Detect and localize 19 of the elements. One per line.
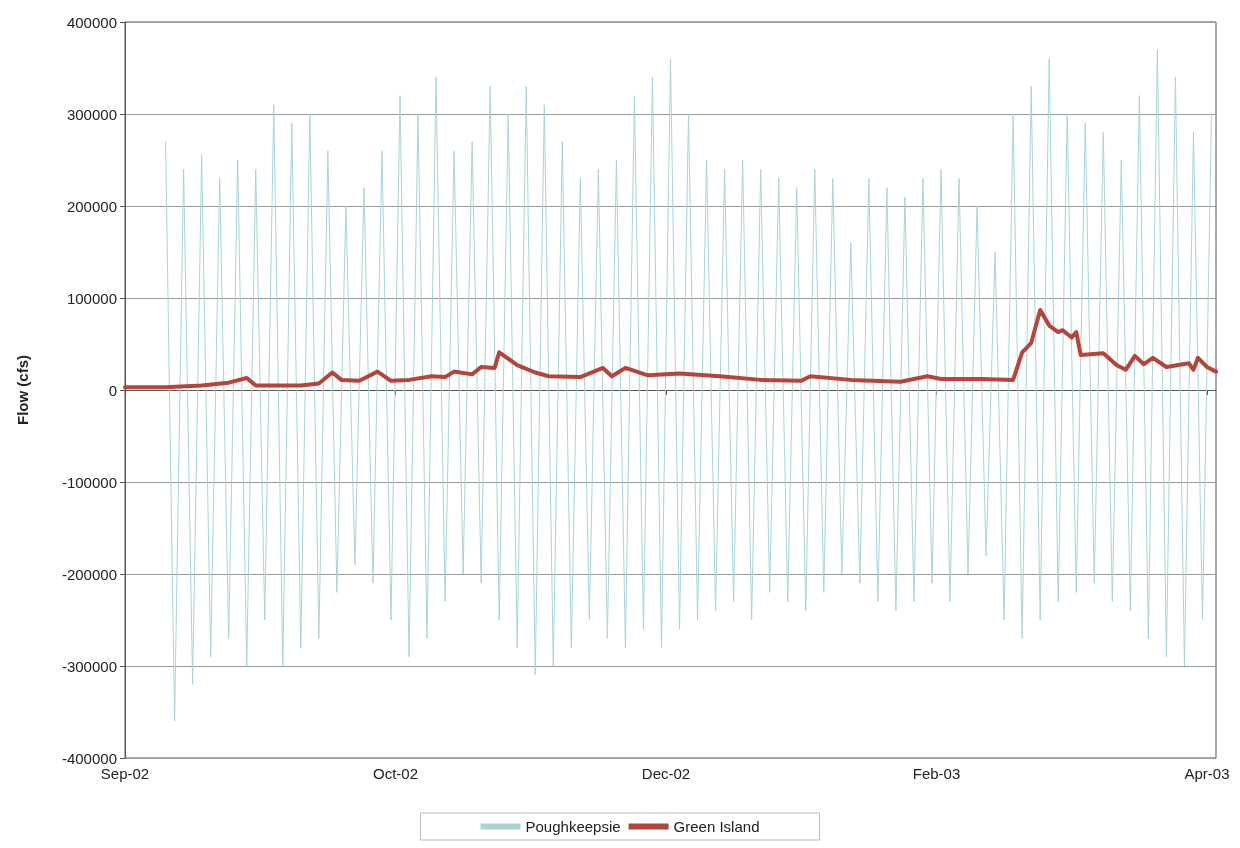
y-axis-title: Flow (cfs) [14,355,31,425]
y-tick-label: 400000 [66,13,117,31]
legend-label: Green Island [673,818,760,835]
y-tick-label: 0 [108,381,117,399]
x-tick-label: Oct-02 [372,765,418,782]
legend-label: Poughkeepsie [525,818,621,835]
y-tick-label: -200000 [61,565,117,583]
x-tick-label: Dec-02 [641,765,691,782]
x-tick-label: Apr-03 [1184,765,1230,782]
line-series [123,307,1218,390]
y-tick-label: 200000 [66,197,117,215]
y-tick-label: -100000 [61,473,117,491]
x-tick-label: Feb-03 [912,765,961,782]
y-tick-label: -400000 [61,749,117,767]
y-tick-label: 300000 [66,105,117,123]
y-tick-label: -300000 [61,657,117,675]
x-tick-label: Sep-02 [100,765,150,782]
y-tick-label: 100000 [66,289,117,307]
line-series [165,49,1212,722]
